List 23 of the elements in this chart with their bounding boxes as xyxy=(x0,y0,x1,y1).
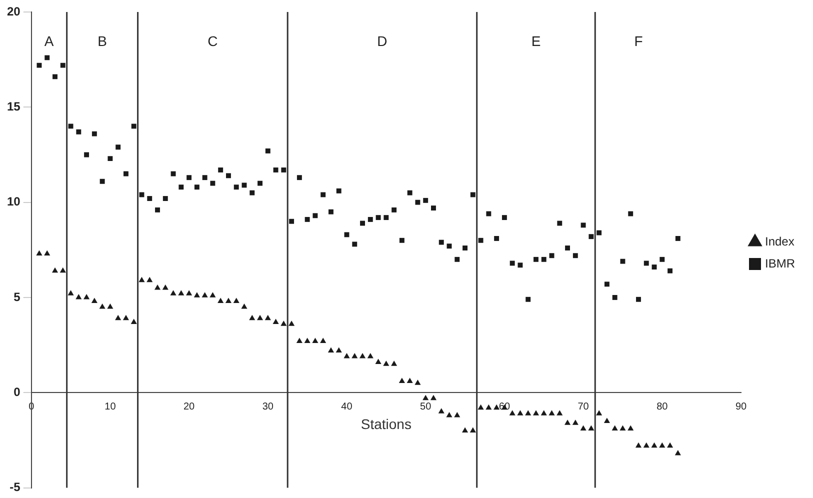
x-axis-title: Stations xyxy=(360,416,412,432)
y-tick-label: -5 xyxy=(10,480,21,494)
legend-label: Index xyxy=(765,234,794,248)
x-tick-label: 10 xyxy=(104,401,116,412)
x-tick-label: 90 xyxy=(735,401,747,412)
annotation: A xyxy=(44,32,54,49)
annotation: D xyxy=(377,32,388,49)
x-tick-label: 50 xyxy=(420,401,432,412)
x-tick-label: 70 xyxy=(578,401,590,412)
annotation: E xyxy=(531,32,541,49)
annotation: F xyxy=(634,32,643,49)
y-tick-label: 10 xyxy=(6,194,21,209)
y-tick-label: 0 xyxy=(14,384,21,399)
annotation: B xyxy=(98,32,107,49)
legend-label: IBMR xyxy=(765,256,796,270)
y-tick-label: 20 xyxy=(6,4,21,18)
y-tick-label: 15 xyxy=(6,99,21,114)
x-tick-label: 20 xyxy=(183,401,196,412)
x-tick-label: 30 xyxy=(262,401,274,412)
x-tick-label: 40 xyxy=(341,401,353,412)
y-tick-label: 5 xyxy=(14,290,21,304)
x-tick-label: 80 xyxy=(656,401,668,412)
annotation: C xyxy=(208,32,218,49)
